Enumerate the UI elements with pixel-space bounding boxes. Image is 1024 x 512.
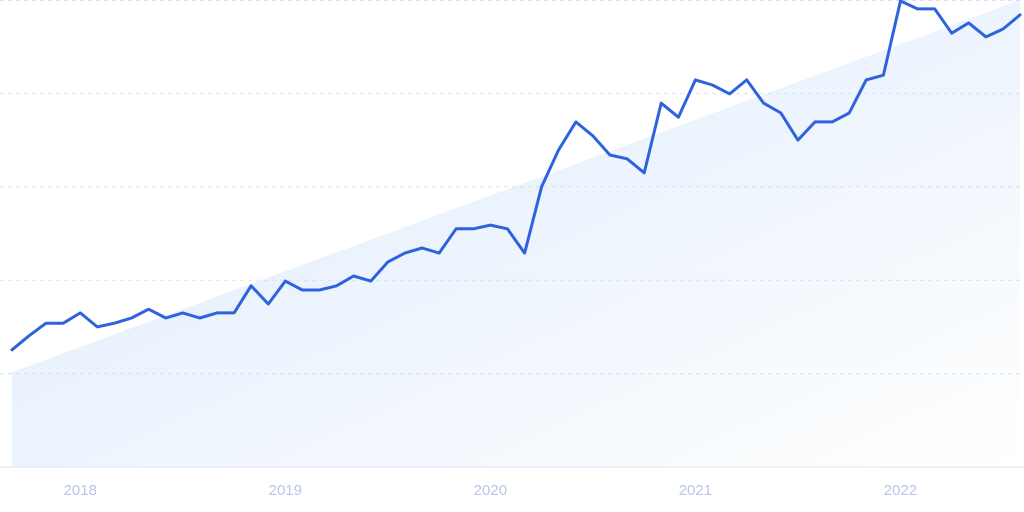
x-tick-label: 2020 — [474, 482, 507, 499]
data-line — [10, 0, 1022, 352]
trend-area — [12, 0, 1020, 467]
x-tick-label: 2021 — [679, 482, 712, 499]
x-tick-label: 2018 — [64, 482, 97, 499]
x-tick-label: 2019 — [269, 482, 302, 499]
x-tick-label: 2022 — [884, 482, 917, 499]
